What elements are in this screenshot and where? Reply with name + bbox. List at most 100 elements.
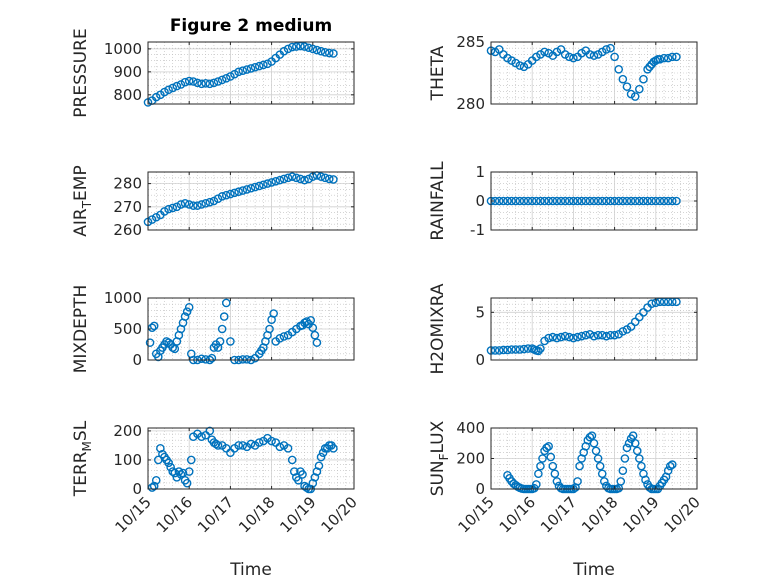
y-tick-label: 5: [475, 303, 485, 321]
data-point: [147, 483, 157, 492]
data-point: [602, 45, 611, 54]
data-point: [316, 46, 326, 56]
data-point: [544, 333, 553, 343]
data-point: [283, 173, 293, 183]
data-point: [618, 196, 628, 206]
data-point: [515, 61, 525, 70]
data-point: [494, 196, 504, 206]
data-point: [637, 461, 646, 471]
y-axis-label: H2OMIXRA: [428, 283, 448, 374]
y-tick-label: 280: [113, 175, 142, 193]
data-point: [184, 76, 194, 86]
data-point: [540, 47, 549, 57]
data-point: [279, 174, 289, 184]
data-point: [304, 174, 313, 184]
data-point: [275, 175, 285, 185]
data-series: [486, 196, 681, 206]
data-point: [494, 346, 504, 355]
data-point: [147, 215, 157, 224]
data-point: [595, 461, 605, 471]
data-point: [672, 52, 681, 62]
data-point: [494, 45, 504, 54]
y-tick-label: 1000: [104, 40, 142, 58]
data-point: [630, 196, 640, 206]
data-point: [271, 176, 281, 186]
data-point: [507, 196, 516, 206]
data-point: [193, 78, 202, 88]
data-point: [246, 64, 256, 73]
data-point: [645, 483, 654, 492]
tick-marks: [147, 297, 355, 361]
subplot-pressure: 800 900 1000 PRESSURE: [71, 28, 355, 118]
y-axis-label: PRESSURE: [71, 28, 91, 117]
data-point: [197, 200, 206, 209]
data-point: [610, 196, 619, 206]
subplot-mixdepth: 0 500 1000 MIXDEPTH: [71, 285, 355, 373]
data-point: [564, 332, 574, 342]
y-axis-label: RAINFALL: [428, 161, 448, 241]
data-point: [259, 60, 268, 70]
data-point: [499, 345, 508, 355]
data-point: [556, 332, 566, 342]
data-point: [556, 196, 566, 206]
data-point: [265, 324, 274, 334]
tick-marks: [490, 298, 698, 361]
data-point: [149, 481, 159, 491]
data-point: [622, 196, 632, 206]
data-point: [254, 181, 264, 191]
data-point: [193, 201, 202, 210]
data-point: [176, 80, 186, 89]
data-point: [263, 179, 272, 188]
data-point: [234, 187, 243, 197]
data-point: [234, 441, 243, 450]
data-point: [643, 196, 652, 206]
data-point: [213, 441, 223, 450]
data-point: [573, 332, 582, 342]
data-point: [197, 354, 206, 364]
data-point: [294, 475, 303, 485]
data-point: [164, 204, 173, 214]
data-point: [614, 64, 624, 74]
x-tick-label: 10/19: [276, 493, 319, 536]
data-series: [486, 43, 681, 101]
data-point: [329, 49, 338, 58]
data-point: [606, 43, 615, 53]
data-point: [511, 196, 521, 206]
data-point: [209, 196, 219, 206]
data-point: [160, 87, 169, 97]
subplot-rainfall: -1 0 1 RAINFALL: [428, 161, 698, 241]
data-point: [160, 207, 169, 216]
data-point: [651, 196, 661, 206]
x-tick-label: 10/20: [661, 493, 704, 536]
x-tick-label: 10/18: [235, 493, 278, 536]
x-axis-label-right: Time: [572, 560, 615, 580]
axes-box: [490, 297, 698, 361]
data-point: [164, 85, 173, 95]
data-point: [184, 302, 194, 312]
tick-marks: [490, 171, 698, 231]
data-point: [620, 454, 630, 463]
data-series: [143, 171, 338, 227]
data-point: [659, 53, 669, 63]
data-point: [544, 196, 553, 206]
data-point: [490, 346, 500, 355]
data-point: [180, 312, 190, 321]
x-tick-label: 10/15: [455, 493, 498, 536]
data-point: [254, 61, 264, 71]
data-point: [523, 344, 533, 353]
data-point: [275, 442, 285, 452]
data-point: [147, 323, 157, 333]
data-point: [300, 175, 309, 185]
data-point: [536, 196, 545, 206]
data-point: [201, 79, 210, 88]
data-point: [221, 190, 231, 200]
data-point: [503, 345, 512, 355]
data-point: [168, 467, 178, 476]
data-point: [289, 467, 299, 476]
data-point: [667, 460, 677, 469]
data-point: [230, 69, 239, 79]
data-point: [292, 42, 301, 51]
y-axis-label: TERRMSL: [71, 420, 94, 497]
y-tick-label: 900: [113, 63, 142, 81]
